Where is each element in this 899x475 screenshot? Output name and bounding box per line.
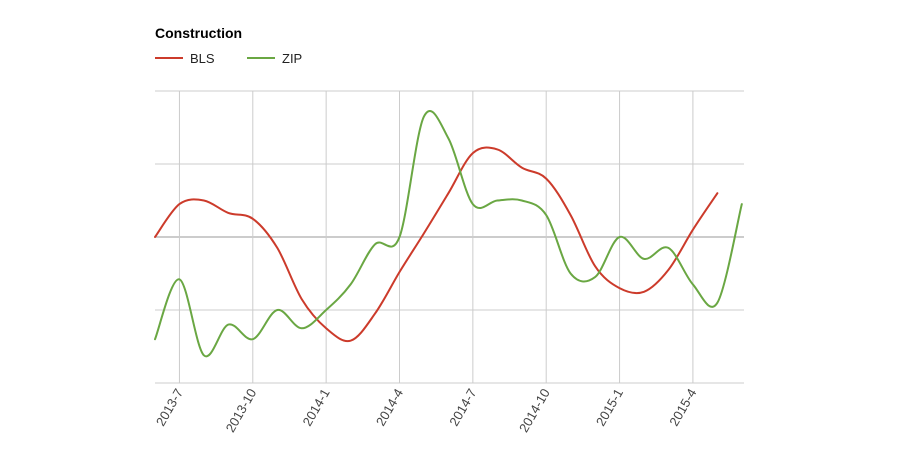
x-tick-label: 2013-10: [223, 386, 260, 435]
x-tick-label: 2013-7: [153, 386, 186, 429]
series-line-zip[interactable]: [154, 109, 743, 358]
series-lines: [154, 109, 743, 358]
chart-title: Construction: [155, 25, 242, 41]
x-tick-label: 2014-4: [373, 386, 406, 429]
x-tick-label: 2014-1: [300, 386, 333, 429]
x-tick-label: 2014-7: [446, 386, 479, 429]
gridlines: [155, 90, 744, 384]
legend-label-zip: ZIP: [282, 51, 302, 66]
x-axis-tick-labels: 2013-7 2013-10 2014-1 2014-4 2014-7 2014-10 20…: [153, 386, 700, 435]
x-tick-label: 2014-10: [516, 386, 553, 435]
legend: BLS ZIP: [155, 51, 302, 66]
legend-item-bls[interactable]: BLS: [155, 51, 215, 66]
series-line-bls[interactable]: [154, 146, 719, 343]
legend-item-zip[interactable]: ZIP: [247, 51, 302, 66]
x-tick-label: 2015-1: [593, 386, 626, 429]
legend-label-bls: BLS: [190, 51, 215, 66]
x-tick-label: 2015-4: [666, 386, 699, 429]
